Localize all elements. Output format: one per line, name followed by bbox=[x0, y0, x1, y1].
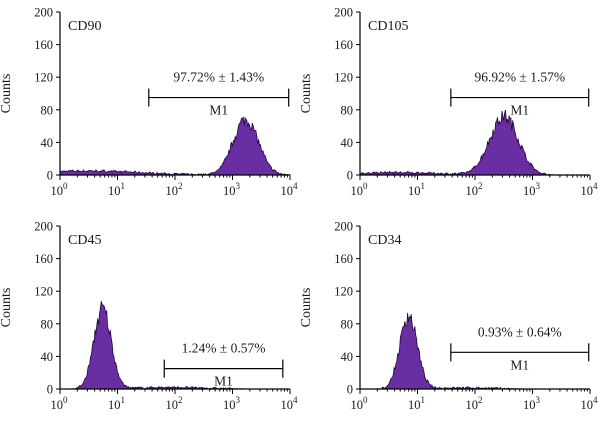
marker-name: CD45 bbox=[68, 233, 101, 248]
x-tick-label: 104 bbox=[581, 181, 599, 198]
x-tick-label: 101 bbox=[108, 395, 125, 412]
marker-name: CD90 bbox=[68, 19, 101, 34]
y-tick-label: 200 bbox=[334, 6, 353, 20]
panel-cd45: 0 40 80 120 160 200 100 101 102 103 104 Counts CD45 1… bbox=[0, 220, 298, 413]
y-axis-title: Counts bbox=[299, 288, 314, 328]
y-tick-label: 160 bbox=[334, 38, 353, 52]
x-tick-label: 101 bbox=[108, 181, 125, 198]
y-tick-label: 80 bbox=[341, 317, 354, 331]
y-axis-title: Counts bbox=[0, 288, 14, 328]
x-tick-label: 100 bbox=[351, 395, 369, 412]
y-tick-label: 160 bbox=[34, 252, 53, 266]
x-tick-label: 103 bbox=[523, 181, 541, 198]
x-tick-label: 102 bbox=[466, 395, 483, 412]
gate-percent-label: 1.24% ± 0.57% bbox=[182, 341, 266, 356]
y-tick-label: 40 bbox=[341, 350, 354, 364]
y-tick-label: 120 bbox=[334, 71, 353, 85]
y-tick-label: 40 bbox=[41, 350, 54, 364]
x-tick-label: 100 bbox=[51, 181, 69, 198]
histogram-cd90 bbox=[59, 116, 291, 176]
gate-name: M1 bbox=[209, 103, 228, 118]
x-tick-label: 100 bbox=[351, 181, 369, 198]
y-tick-label: 0 bbox=[47, 169, 53, 183]
histogram-cd105 bbox=[359, 109, 590, 176]
x-tick-label: 103 bbox=[523, 395, 541, 412]
y-tick-label: 80 bbox=[341, 103, 354, 117]
x-tick-label: 100 bbox=[51, 395, 69, 412]
panel-cd105: 0 40 80 120 160 200 100 101 102 103 104 Counts CD105… bbox=[299, 6, 598, 199]
x-tick-label: 101 bbox=[408, 395, 425, 412]
x-tick-label: 101 bbox=[408, 181, 425, 198]
x-tick-label: 102 bbox=[166, 181, 183, 198]
gate-name: M1 bbox=[214, 374, 233, 389]
y-tick-label: 40 bbox=[341, 136, 354, 150]
x-tick-label: 103 bbox=[223, 395, 241, 412]
y-tick-label: 120 bbox=[34, 71, 53, 85]
y-tick-label: 200 bbox=[34, 220, 53, 234]
y-tick-label: 200 bbox=[334, 220, 353, 234]
x-tick-label: 103 bbox=[223, 181, 241, 198]
y-axis-title: Counts bbox=[299, 74, 314, 114]
marker-name: CD34 bbox=[368, 233, 401, 248]
y-axis-title: Counts bbox=[0, 74, 14, 114]
y-tick-label: 0 bbox=[347, 169, 353, 183]
x-tick-label: 104 bbox=[281, 181, 299, 198]
x-tick-label: 102 bbox=[466, 181, 483, 198]
marker-name: CD105 bbox=[368, 19, 408, 34]
gate-percent-label: 97.72% ± 1.43% bbox=[173, 70, 264, 85]
y-tick-label: 40 bbox=[41, 136, 54, 150]
y-tick-label: 160 bbox=[34, 38, 53, 52]
y-tick-label: 0 bbox=[47, 383, 53, 397]
x-tick-label: 104 bbox=[281, 395, 299, 412]
gate-percent-label: 0.93% ± 0.64% bbox=[478, 324, 562, 339]
x-tick-label: 104 bbox=[581, 395, 599, 412]
panel-cd34: 0 40 80 120 160 200 100 101 102 103 104 Counts CD34 0… bbox=[299, 220, 598, 413]
y-tick-label: 80 bbox=[41, 103, 54, 117]
y-tick-label: 120 bbox=[334, 285, 353, 299]
x-tick-label: 102 bbox=[166, 395, 183, 412]
y-tick-label: 200 bbox=[34, 6, 53, 20]
y-tick-label: 120 bbox=[34, 285, 53, 299]
y-tick-label: 160 bbox=[334, 252, 353, 266]
gate-name: M1 bbox=[510, 103, 529, 118]
y-tick-label: 0 bbox=[347, 383, 353, 397]
y-tick-label: 80 bbox=[41, 317, 54, 331]
panel-cd90: 0 40 80 120 160 200 100 101 102 103 104 Counts CD90 9… bbox=[0, 6, 298, 199]
gate-name: M1 bbox=[510, 357, 529, 372]
gate-percent-label: 96.92% ± 1.57% bbox=[474, 70, 565, 85]
